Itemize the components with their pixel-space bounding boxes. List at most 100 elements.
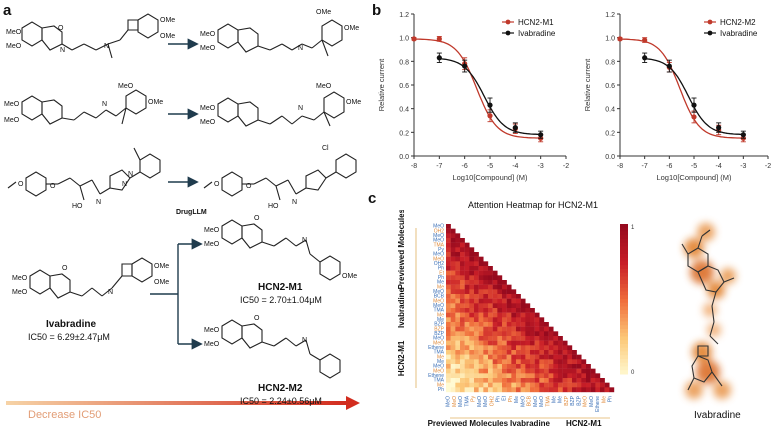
heatmap-row-label: MeO — [433, 336, 444, 342]
atom-ome: OMe — [346, 99, 361, 106]
heatmap-cell — [492, 322, 498, 327]
heatmap-cell — [502, 359, 507, 365]
heatmap-cell — [492, 280, 498, 285]
heatmap-cell — [506, 326, 512, 332]
heatmap-cell — [590, 382, 596, 388]
heatmap-cell — [553, 373, 559, 379]
heatmap-cell — [446, 294, 451, 299]
heatmap-cell — [544, 336, 549, 341]
colorbar-segment — [620, 366, 628, 371]
atom-ome: OMe — [344, 25, 359, 32]
heatmap-col-label: BZP — [570, 395, 576, 405]
data-point — [487, 113, 493, 119]
heatmap-cell — [450, 382, 456, 388]
heatmap-cell — [544, 378, 549, 383]
heatmap-row-label: Ethene — [428, 373, 444, 379]
colorbar-segment — [620, 329, 628, 334]
heatmap-cell — [520, 317, 526, 323]
heatmap-row-label: Py — [438, 247, 444, 253]
heatmap-cell — [469, 252, 475, 257]
heatmap-cell — [530, 387, 535, 393]
heatmap-cell — [511, 354, 517, 360]
heatmap-cell — [469, 354, 475, 360]
heatmap-cell — [534, 387, 540, 393]
heatmap-cell — [474, 308, 479, 313]
heatmap-cell — [590, 373, 596, 379]
heatmap-col-label: Py — [471, 396, 477, 402]
heatmap-cell — [460, 261, 465, 267]
heatmap-cell — [520, 326, 526, 332]
heatmap-cell — [590, 387, 596, 393]
heatmap-cell — [516, 354, 521, 360]
heatmap-cell — [460, 256, 465, 262]
heatmap-row-group-label: Ivabradine — [397, 287, 406, 328]
colorbar-min-label: 0 — [631, 370, 635, 376]
heatmap-cell — [502, 373, 507, 379]
heatmap-cell — [544, 387, 549, 393]
heatmap-cell — [460, 354, 465, 360]
heatmap-cell — [488, 298, 493, 304]
heatmap-cell — [511, 336, 517, 341]
heatmap-cell — [506, 373, 512, 379]
heatmap-cell — [581, 364, 587, 369]
data-point — [666, 63, 672, 69]
colorbar-segment — [620, 261, 628, 266]
heatmap-cell — [469, 373, 475, 379]
atom-meo: MeO — [4, 117, 20, 124]
heatmap-col-label: Me — [552, 396, 558, 403]
heatmap-cell — [492, 359, 498, 365]
heatmap-cell — [478, 378, 484, 383]
heatmap-cell — [492, 275, 498, 281]
heatmap-cell — [530, 340, 535, 346]
heatmap-cell — [478, 256, 484, 262]
heatmap-cell — [548, 354, 554, 360]
heatmap-row-label: BZP — [434, 326, 444, 332]
atom-n: N — [104, 43, 109, 50]
heatmap-cell — [460, 326, 465, 332]
heatmap-cell — [488, 266, 493, 271]
heatmap-cell — [474, 284, 479, 290]
heatmap-cell — [464, 256, 470, 262]
data-point — [642, 37, 648, 43]
atom-o: O — [62, 265, 68, 272]
heatmap-row-label: MeO — [433, 238, 444, 244]
heatmap-cell — [450, 322, 456, 327]
heatmap-cell — [469, 298, 475, 304]
y-tick-label: 1.2 — [605, 12, 615, 19]
ivabradine-caption: Ivabradine — [694, 410, 741, 421]
colorbar-segment — [620, 231, 628, 236]
atom-meo: MeO — [204, 341, 220, 348]
heatmap-cell — [464, 252, 470, 257]
heatmap-row-label: MeO — [433, 224, 444, 230]
heatmap-cell — [502, 387, 507, 393]
heatmap-cell — [474, 340, 479, 346]
atom-n: N — [108, 289, 113, 296]
heatmap-cell — [446, 387, 451, 393]
heatmap-cell — [609, 387, 615, 393]
heatmap-cell — [520, 322, 526, 327]
heatmap-cell — [497, 294, 503, 299]
heatmap-cell — [450, 280, 456, 285]
heatmap-row-group-label: HCN2-M1 — [397, 340, 406, 376]
heatmap-cell — [525, 331, 531, 337]
heatmap-cell — [539, 354, 545, 360]
heatmap-cell — [464, 270, 470, 276]
heatmap-cell — [446, 359, 451, 365]
heatmap-cell — [469, 247, 475, 253]
heatmap-row-label: MeO — [433, 252, 444, 258]
heatmap-row-label: Ethene — [428, 345, 444, 351]
heatmap-cell — [506, 368, 512, 374]
heatmap-cell — [520, 354, 526, 360]
heatmap-row-label: Me — [437, 280, 444, 286]
heatmap-cell — [446, 317, 451, 323]
heatmap-cell — [497, 326, 503, 332]
heatmap-cell — [492, 354, 498, 360]
heatmap-cell — [464, 303, 470, 309]
heatmap-cell — [562, 382, 568, 388]
heatmap-cell — [446, 322, 451, 327]
data-point — [487, 102, 493, 108]
heatmap-row-label: TMA — [433, 308, 444, 314]
heatmap-cell — [446, 336, 451, 341]
colorbar-segment — [620, 321, 628, 326]
heatmap-cell — [446, 382, 451, 388]
